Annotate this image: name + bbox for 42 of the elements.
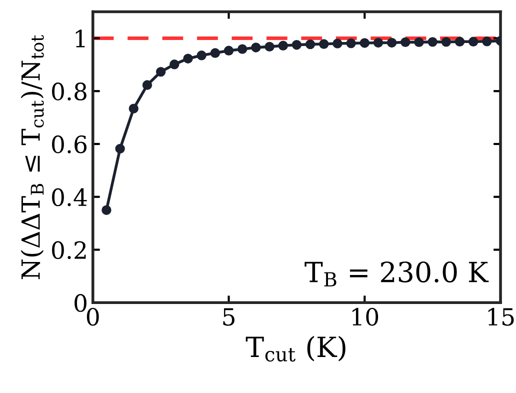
- point: [441, 37, 452, 47]
- point: [292, 40, 302, 50]
- x-tick-label: 0: [86, 308, 99, 326]
- point: [373, 38, 384, 48]
- y-axis-title: N(ΔΔT$_{B}$ ≤ T$_{cut}$)/N$_{tot}$: [20, 34, 44, 280]
- point: [414, 37, 424, 48]
- y-tick-label: 0.8: [52, 82, 86, 100]
- point: [142, 80, 152, 90]
- point: [454, 36, 465, 47]
- x-tick-label: 5: [223, 308, 234, 326]
- y-tick-label: 1: [76, 30, 85, 48]
- point: [102, 205, 112, 215]
- point: [156, 66, 166, 77]
- point: [428, 37, 438, 47]
- x-tick-label: 10: [352, 308, 378, 326]
- point: [482, 36, 492, 46]
- point: [224, 46, 234, 56]
- y-tick-label: 0.2: [52, 241, 86, 260]
- point: [264, 42, 274, 52]
- point: [183, 54, 193, 64]
- point: [278, 40, 288, 50]
- point: [237, 44, 248, 54]
- y-tick-label: 0.4: [52, 188, 87, 206]
- annotation: T$_{B}$ = 230.0 K: [304, 261, 489, 286]
- point: [305, 39, 316, 50]
- y-tick-label: 0.6: [52, 135, 87, 154]
- x-tick-label: 15: [488, 308, 514, 326]
- point: [332, 38, 342, 48]
- y-tick-label: 0: [74, 294, 86, 312]
- point: [400, 37, 410, 48]
- point: [251, 42, 261, 52]
- point: [468, 36, 478, 47]
- point: [115, 144, 125, 154]
- point: [319, 39, 329, 49]
- point: [346, 38, 356, 48]
- point: [170, 60, 180, 70]
- point: [210, 48, 220, 58]
- point: [128, 104, 139, 114]
- x-axis-title: T$_{cut}$ (K): [246, 336, 346, 362]
- point: [196, 50, 206, 60]
- point: [360, 38, 370, 48]
- point: [386, 38, 397, 48]
